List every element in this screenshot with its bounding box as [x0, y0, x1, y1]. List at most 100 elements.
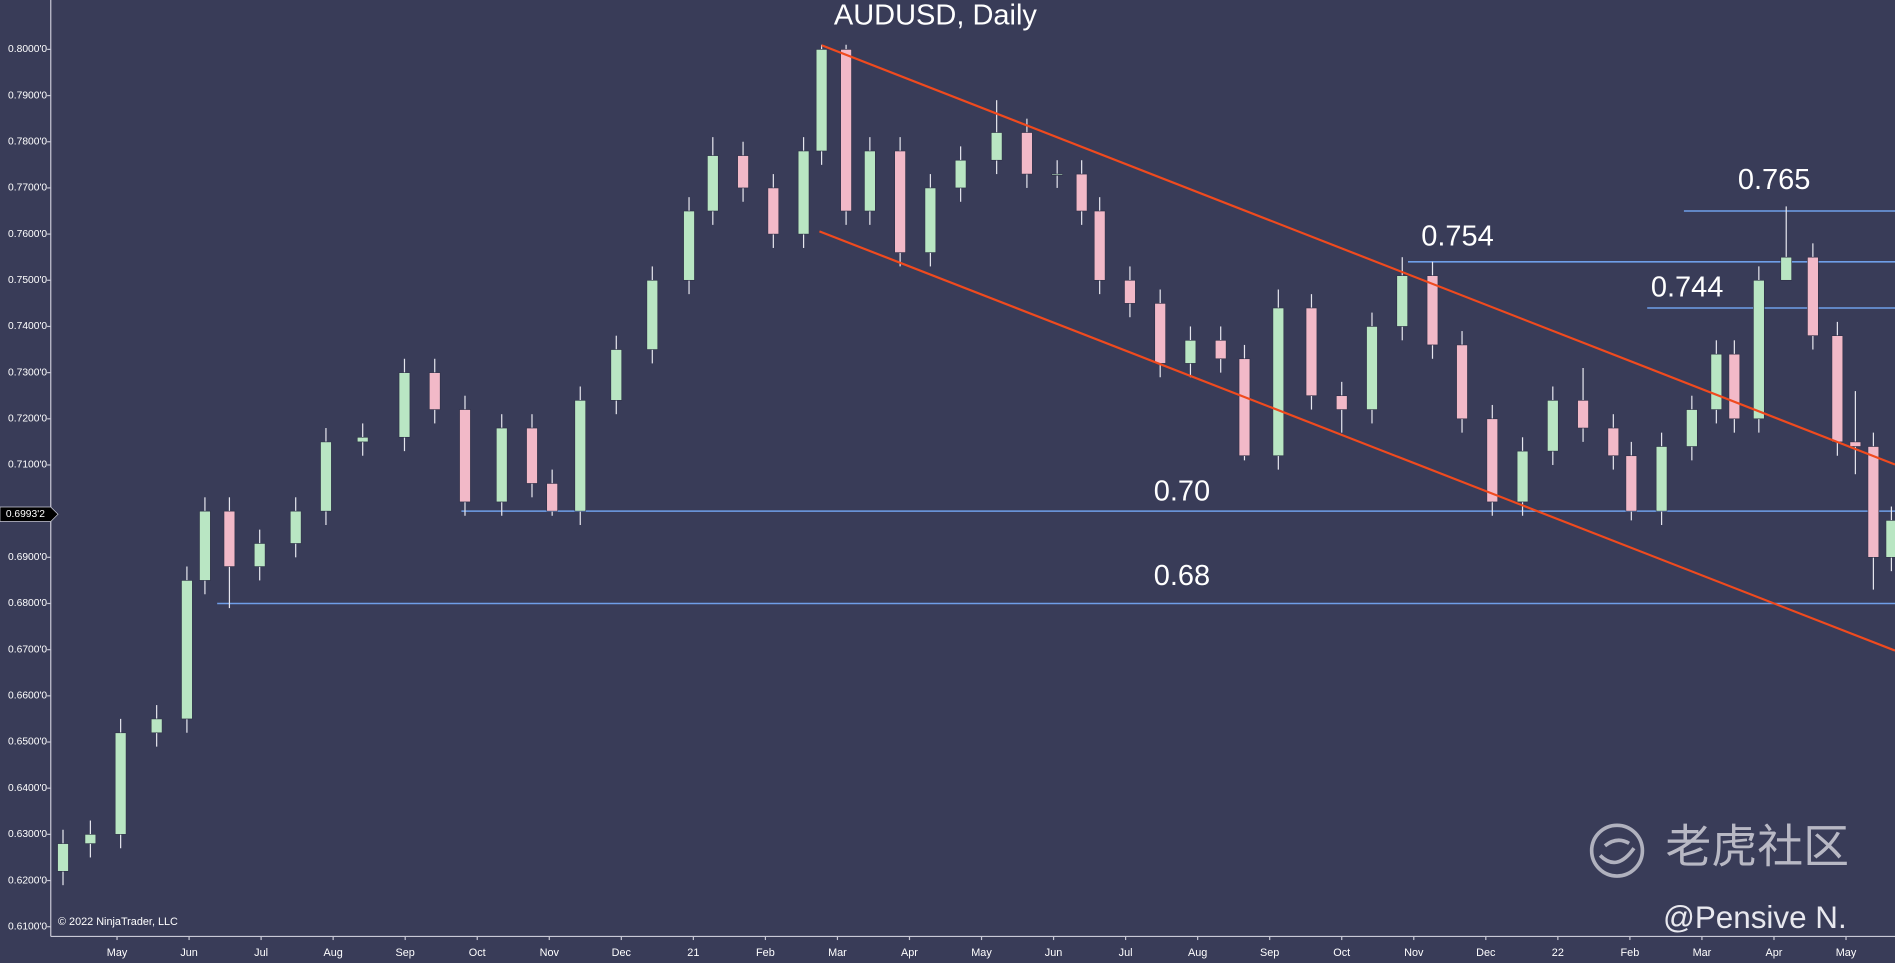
- candle-body: [1272, 307, 1285, 457]
- candle-body: [954, 159, 967, 189]
- x-tick-label: May: [1836, 947, 1857, 959]
- x-tick-label: Dec: [612, 947, 632, 959]
- level-label: 0.765: [1738, 164, 1811, 196]
- watermark: 老虎社区: [1665, 821, 1849, 873]
- x-tick-label: May: [107, 947, 128, 959]
- x-tick-label: Sep: [396, 947, 415, 959]
- candle-body: [289, 510, 302, 544]
- candle-body: [1021, 132, 1033, 175]
- candle-body: [864, 150, 876, 212]
- candle-body: [495, 427, 508, 503]
- y-tick-label: 0.7700'0: [8, 183, 47, 194]
- candle-body: [1516, 450, 1529, 503]
- x-tick-label: Jun: [1045, 947, 1063, 959]
- y-tick-label: 0.6800'0: [8, 598, 47, 609]
- candle-body: [737, 155, 749, 189]
- trend-line: [819, 230, 1895, 652]
- candle-body: [1625, 455, 1638, 512]
- candle-body: [1093, 210, 1106, 281]
- y-tick-label: 0.7200'0: [8, 414, 47, 425]
- level-label: 0.754: [1421, 221, 1494, 253]
- candle-body: [894, 150, 906, 253]
- y-tick-label: 0.6700'0: [8, 644, 47, 655]
- candle-body: [1577, 400, 1589, 429]
- candle-body: [1051, 173, 1063, 176]
- x-tick-label: Feb: [756, 947, 775, 959]
- x-tick-label: Jun: [180, 947, 198, 959]
- x-tick-label: Mar: [828, 947, 847, 959]
- x-tick-label: Jul: [1119, 947, 1133, 959]
- x-tick-label: Sep: [1260, 947, 1279, 959]
- x-tick-label: Nov: [540, 947, 560, 959]
- candle-body: [1831, 335, 1844, 443]
- candle-body: [683, 210, 695, 281]
- x-tick-label: Jul: [254, 947, 268, 959]
- candle-body: [1075, 173, 1088, 212]
- y-tick-label: 0.7500'0: [8, 275, 47, 286]
- x-tick-label: 21: [687, 947, 699, 959]
- candle-body: [398, 372, 411, 438]
- candle-body: [1849, 441, 1862, 447]
- last-price-tag: [0, 506, 59, 522]
- x-tick-label: Nov: [1404, 947, 1424, 959]
- candle-body: [320, 441, 332, 512]
- candle-body: [924, 187, 937, 253]
- candle-body: [546, 483, 558, 512]
- candle-body: [1710, 353, 1723, 410]
- candle-body: [1305, 307, 1318, 397]
- candle-body: [1486, 418, 1499, 503]
- candle-body: [57, 843, 69, 872]
- y-tick-label: 0.7600'0: [8, 229, 47, 240]
- candle-body: [150, 718, 163, 734]
- y-tick-label: 0.7300'0: [8, 367, 47, 378]
- y-tick-label: 0.6200'0: [8, 875, 47, 886]
- x-tick-label: Apr: [901, 947, 918, 959]
- candle-body: [526, 427, 538, 484]
- x-tick-label: Oct: [1333, 947, 1350, 959]
- candle-body: [459, 409, 471, 503]
- candle-body: [1780, 256, 1792, 281]
- x-tick-label: Mar: [1693, 947, 1712, 959]
- copyright: © 2022 NinjaTrader, LLC: [58, 916, 178, 928]
- candle-body: [1396, 275, 1408, 327]
- candle-body: [114, 732, 127, 835]
- x-tick-label: Feb: [1621, 947, 1640, 959]
- y-tick-label: 0.6100'0: [8, 921, 47, 932]
- x-tick-label: 22: [1552, 947, 1564, 959]
- candle-body: [1214, 340, 1227, 360]
- candle-body: [1456, 344, 1468, 420]
- candle-body: [1426, 275, 1439, 346]
- candle-body: [767, 187, 780, 235]
- plot-area: [57, 44, 1895, 886]
- candle-body: [707, 155, 719, 212]
- last-price-label: 0.6993'2: [6, 509, 45, 520]
- candle-body: [1655, 446, 1668, 512]
- candle-body: [1238, 358, 1251, 457]
- candle-body: [1686, 409, 1698, 447]
- candle-body: [199, 510, 211, 581]
- candle-body: [1807, 256, 1819, 336]
- x-tick-label: May: [971, 947, 992, 959]
- candle-body: [1867, 446, 1880, 558]
- candle-body: [1124, 279, 1136, 304]
- candle-body: [574, 400, 586, 512]
- candle-body: [253, 543, 266, 567]
- candle-body: [1885, 520, 1895, 558]
- candle-body: [223, 510, 236, 567]
- candle-body: [1184, 340, 1197, 364]
- y-tick-label: 0.7100'0: [8, 460, 47, 471]
- level-label: 0.744: [1651, 271, 1724, 303]
- y-tick-label: 0.6300'0: [8, 829, 47, 840]
- x-tick-label: Aug: [323, 947, 342, 959]
- candle-body: [646, 279, 659, 350]
- candle-body: [797, 150, 810, 235]
- level-label: 0.70: [1154, 476, 1210, 508]
- candle-body: [815, 49, 828, 152]
- y-tick-label: 0.6500'0: [8, 737, 47, 748]
- x-tick-label: Aug: [1188, 947, 1207, 959]
- trend-line: [821, 44, 1895, 466]
- candle-body: [1335, 395, 1348, 410]
- x-tick-label: Apr: [1766, 947, 1783, 959]
